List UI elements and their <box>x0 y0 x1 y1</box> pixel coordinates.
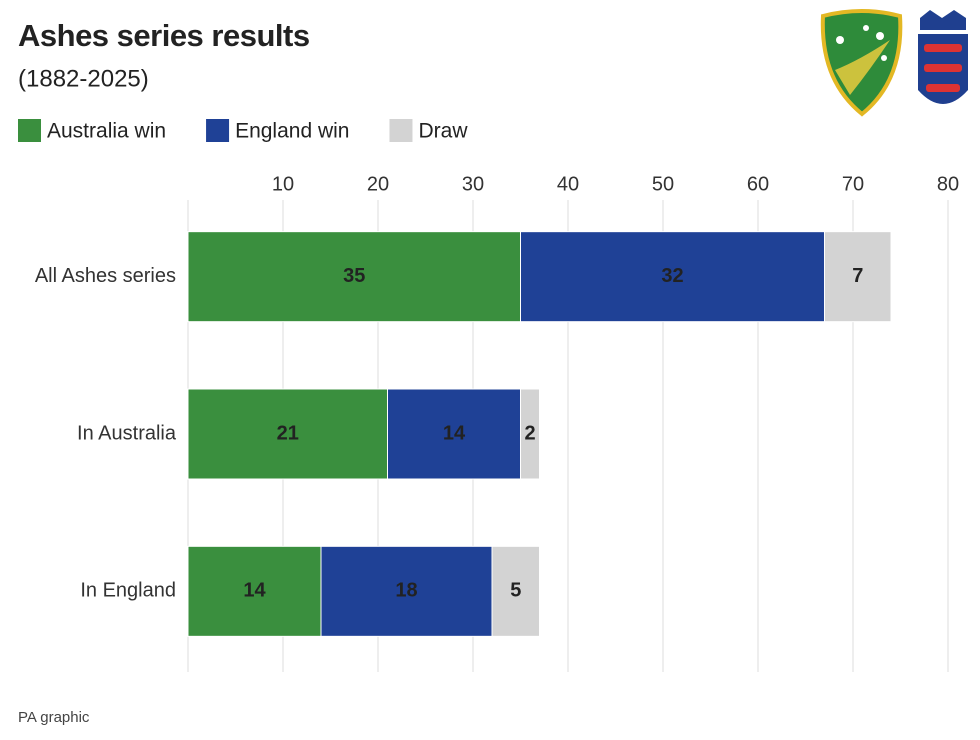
bars: 35 32 7 21 14 2 14 18 5 <box>187 231 892 637</box>
x-tick-label: 10 <box>272 173 294 195</box>
value-label: 2 <box>524 422 535 444</box>
x-tick-label: 20 <box>367 173 389 195</box>
bar-segment <box>824 231 892 323</box>
legend-swatch <box>18 119 41 142</box>
bar-segment <box>320 545 493 637</box>
value-label: 7 <box>852 265 863 287</box>
bar-segment <box>491 545 540 637</box>
bar-segment <box>387 388 521 480</box>
bar-segment <box>187 545 322 637</box>
england-logo <box>918 10 968 104</box>
x-tick-label: 60 <box>747 173 769 195</box>
category-label: In Australia <box>77 422 177 444</box>
category-label: All Ashes series <box>35 265 176 287</box>
legend-label: England win <box>235 120 349 143</box>
value-label: 18 <box>395 580 417 602</box>
bar-segment <box>520 231 825 323</box>
value-label: 21 <box>277 422 299 444</box>
bar-segment <box>520 388 540 480</box>
value-label: 14 <box>443 422 466 444</box>
x-tick-label: 30 <box>462 173 484 195</box>
australia-logo <box>820 9 903 117</box>
value-label: 35 <box>343 265 365 287</box>
legend-label: Australia win <box>47 120 166 143</box>
x-tick-label: 40 <box>557 173 579 195</box>
x-tick-label: 80 <box>937 173 959 195</box>
x-tick-label: 50 <box>652 173 674 195</box>
legend-label: Draw <box>418 120 468 143</box>
legend-swatch <box>206 119 230 142</box>
source: PA graphic <box>18 709 90 726</box>
legend-swatch <box>389 119 413 142</box>
chart-title: Ashes series results <box>18 18 310 53</box>
value-label: 32 <box>661 265 683 287</box>
value-label: 5 <box>510 580 521 602</box>
category-label: In England <box>80 580 176 602</box>
x-tick-label: 70 <box>842 173 864 195</box>
value-label: 14 <box>243 580 266 602</box>
chart-subtitle: (1882-2025) <box>18 65 149 92</box>
bar-segment <box>187 388 388 480</box>
